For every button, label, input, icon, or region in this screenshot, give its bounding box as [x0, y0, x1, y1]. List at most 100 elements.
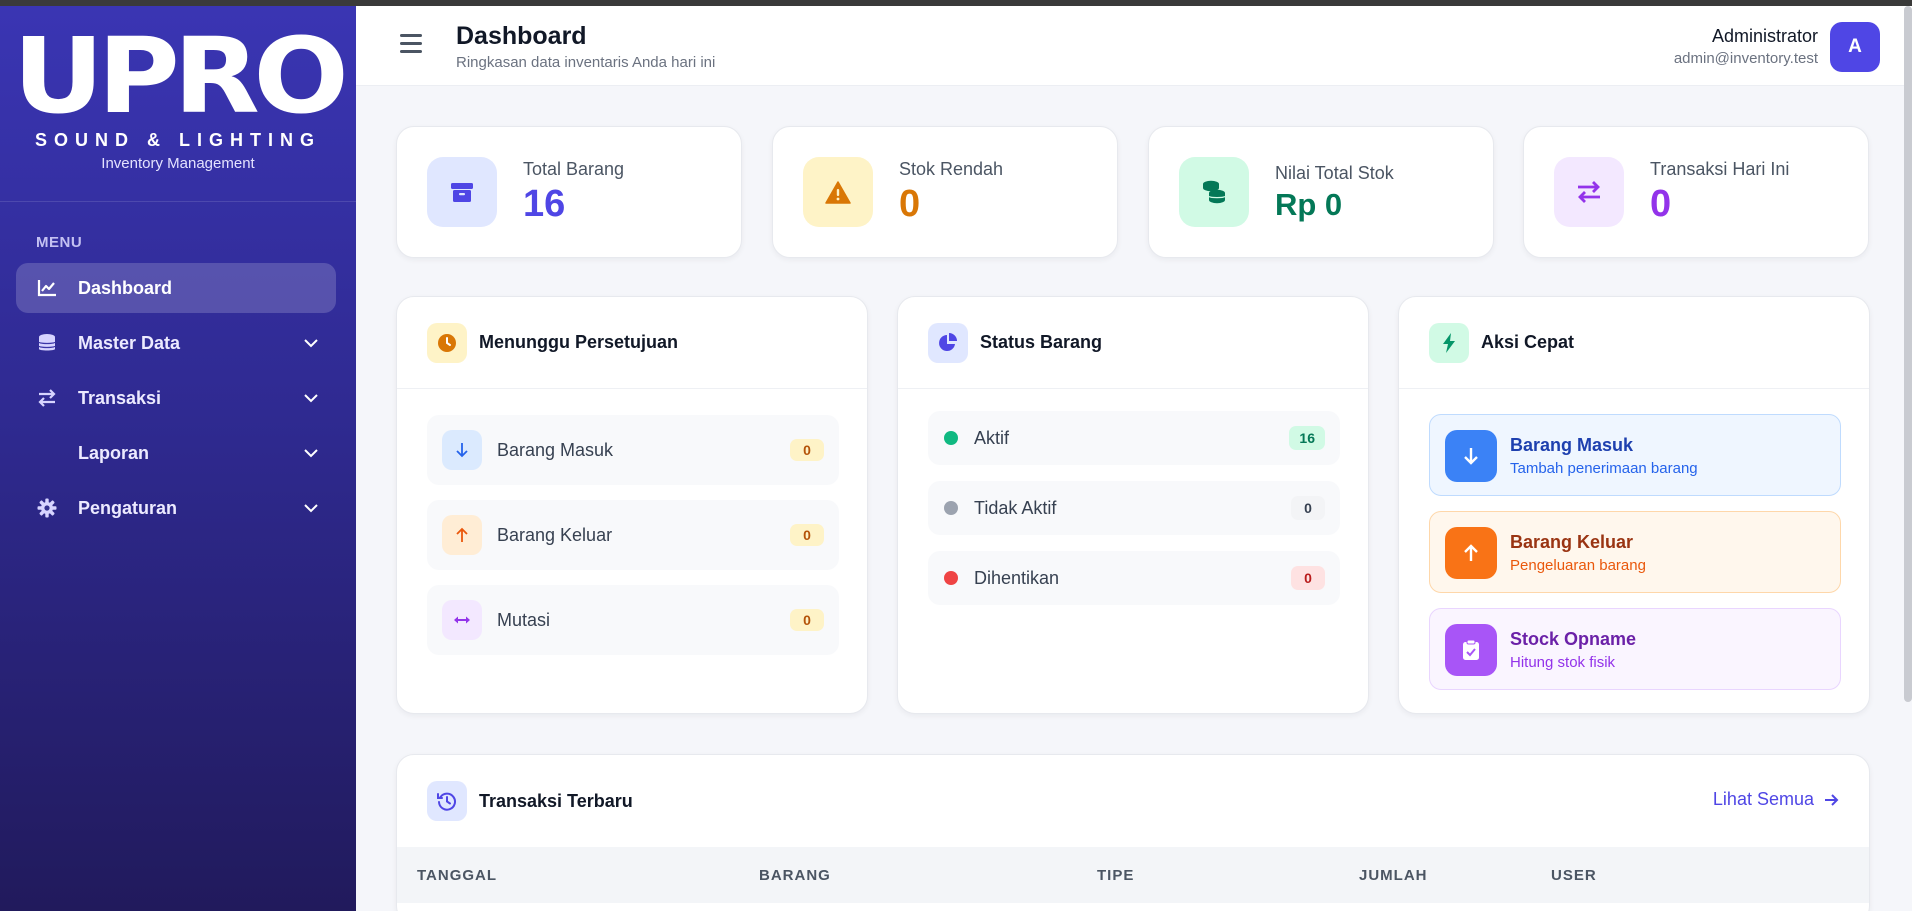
approval-item-barang-keluar[interactable]: Barang Keluar 0 — [427, 500, 839, 570]
quick-action-title: Stock Opname — [1510, 629, 1637, 649]
stat-label: Total Barang — [523, 159, 625, 179]
pie-chart-icon — [928, 322, 968, 363]
history-icon — [427, 781, 467, 821]
sidebar-item-label: Dashboard — [78, 277, 173, 298]
stat-card-stok-rendah: Stok Rendah 0 — [772, 126, 1118, 258]
user-name[interactable]: Administrator — [1711, 26, 1818, 46]
approval-count-badge: 0 — [790, 609, 824, 631]
stat-card-total-barang: Total Barang 16 — [396, 126, 742, 258]
stat-card-transaksi-hari-ini: Transaksi Hari Ini 0 — [1523, 126, 1869, 258]
quick-action-barang-masuk[interactable]: Barang Masuk Tambah penerimaan barang — [1429, 414, 1841, 496]
status-dot — [944, 431, 958, 445]
warning-icon — [803, 157, 873, 227]
sidebar-item-transaksi[interactable]: Transaksi — [16, 373, 336, 423]
stat-label: Transaksi Hari Ini — [1650, 159, 1790, 179]
sidebar-item-dashboard[interactable]: Dashboard — [16, 263, 336, 313]
status-count-badge: 0 — [1291, 496, 1325, 520]
database-icon — [36, 332, 58, 354]
clipboard-check-icon — [1445, 624, 1497, 676]
approval-label: Barang Masuk — [497, 440, 614, 460]
sidebar-item-label: Master Data — [78, 332, 181, 353]
sidebar-item-label: Transaksi — [78, 387, 162, 408]
table-header: TANGGAL BARANG TIPE JUMLAH USER — [397, 847, 1869, 903]
menu-section-label: MENU — [36, 234, 83, 251]
approval-count-badge: 0 — [790, 524, 824, 546]
avatar[interactable]: A — [1830, 22, 1880, 72]
status-label: Dihentikan — [974, 568, 1060, 588]
approval-count-badge: 0 — [790, 439, 824, 461]
chevron-down-icon — [304, 445, 318, 463]
brand-logo[interactable]: UPRO — [13, 15, 349, 137]
see-all-label: Lihat Semua — [1712, 789, 1814, 809]
page-subtitle: Ringkasan data inventaris Anda hari ini — [456, 54, 716, 71]
arrow-down-icon — [1445, 430, 1497, 482]
brand-subtitle: SOUND & LIGHTING — [35, 130, 321, 150]
status-label: Tidak Aktif — [974, 498, 1057, 518]
quick-action-desc: Pengeluaran barang — [1510, 557, 1646, 574]
sidebar: UPRO SOUND & LIGHTING Inventory Manageme… — [0, 6, 356, 911]
sidebar-item-label: Laporan — [78, 442, 150, 463]
coins-icon — [1179, 157, 1249, 227]
chart-line-icon — [36, 277, 58, 299]
panel-header: Aksi Cepat — [1399, 297, 1869, 389]
quick-action-barang-keluar[interactable]: Barang Keluar Pengeluaran barang — [1429, 511, 1841, 593]
stat-value: 0 — [1650, 183, 1672, 225]
sidebar-item-laporan[interactable]: Laporan — [16, 428, 336, 478]
panel-header: Transaksi Terbaru Lihat Semua — [397, 755, 1869, 847]
sidebar-item-label: Pengaturan — [78, 497, 178, 518]
sidebar-item-master-data[interactable]: Master Data — [16, 318, 336, 368]
quick-action-stock-opname[interactable]: Stock Opname Hitung stok fisik — [1429, 608, 1841, 690]
item-status-panel: Status Barang Aktif 16 Tidak Aktif 0 Dih… — [897, 296, 1369, 714]
panel-header: Status Barang — [898, 297, 1368, 389]
panel-title: Status Barang — [980, 332, 1103, 352]
approval-label: Barang Keluar — [497, 525, 613, 545]
chevron-down-icon — [304, 335, 318, 353]
sidebar-nav: Dashboard Master Data Transaksi Laporan — [16, 263, 336, 538]
arrow-up-icon — [1445, 527, 1497, 579]
chevron-down-icon — [304, 390, 318, 408]
approval-item-mutasi[interactable]: Mutasi 0 — [427, 585, 839, 655]
blank-icon — [36, 442, 58, 464]
column-header-user[interactable]: USER — [1551, 867, 1597, 884]
status-row-aktif: Aktif 16 — [928, 411, 1340, 465]
column-header-tanggal[interactable]: TANGGAL — [417, 867, 498, 884]
brand-tagline: Inventory Management — [101, 155, 255, 172]
panel-title: Aksi Cepat — [1481, 332, 1575, 352]
panel-header: Menunggu Persetujuan — [397, 297, 867, 389]
status-label: Aktif — [974, 428, 1010, 448]
column-header-barang[interactable]: BARANG — [759, 867, 831, 884]
chevron-down-icon — [304, 500, 318, 518]
clock-icon — [427, 322, 467, 363]
menu-toggle-icon[interactable] — [400, 34, 422, 58]
status-dot — [944, 571, 958, 585]
panel-title: Transaksi Terbaru — [479, 790, 633, 811]
status-dot — [944, 501, 958, 515]
scrollbar-thumb[interactable] — [1904, 6, 1912, 702]
recent-transactions-panel: Transaksi Terbaru Lihat Semua TANGGAL BA… — [396, 754, 1870, 911]
stat-label: Nilai Total Stok — [1275, 163, 1394, 183]
exchange-icon — [36, 387, 58, 409]
box-icon — [427, 157, 497, 227]
approval-item-barang-masuk[interactable]: Barang Masuk 0 — [427, 415, 839, 485]
status-row-dihentikan: Dihentikan 0 — [928, 551, 1340, 605]
pending-approval-panel: Menunggu Persetujuan Barang Masuk 0 Bara… — [396, 296, 868, 714]
arrows-horizontal-icon — [442, 600, 482, 640]
quick-actions-panel: Aksi Cepat Barang Masuk Tambah penerimaa… — [1398, 296, 1870, 714]
status-row-tidak-aktif: Tidak Aktif 0 — [928, 481, 1340, 535]
status-count-badge: 16 — [1289, 426, 1325, 450]
stat-card-nilai-total-stok: Nilai Total Stok Rp 0 — [1148, 126, 1494, 258]
stat-label: Stok Rendah — [899, 159, 1004, 179]
sidebar-item-pengaturan[interactable]: Pengaturan — [16, 483, 336, 533]
exchange-icon — [1554, 157, 1624, 227]
see-all-link[interactable]: Lihat Semua — [1713, 789, 1839, 810]
bolt-icon — [1429, 322, 1469, 363]
stat-value: 16 — [523, 183, 566, 225]
gear-icon — [36, 497, 58, 519]
page-title: Dashboard — [456, 22, 587, 50]
column-header-tipe[interactable]: TIPE — [1097, 867, 1135, 884]
status-count-badge: 0 — [1291, 566, 1325, 590]
column-header-jumlah[interactable]: JUMLAH — [1359, 867, 1428, 884]
brand: UPRO SOUND & LIGHTING Inventory Manageme… — [0, 6, 356, 202]
arrow-right-icon — [1824, 793, 1839, 807]
arrow-down-icon — [442, 430, 482, 470]
